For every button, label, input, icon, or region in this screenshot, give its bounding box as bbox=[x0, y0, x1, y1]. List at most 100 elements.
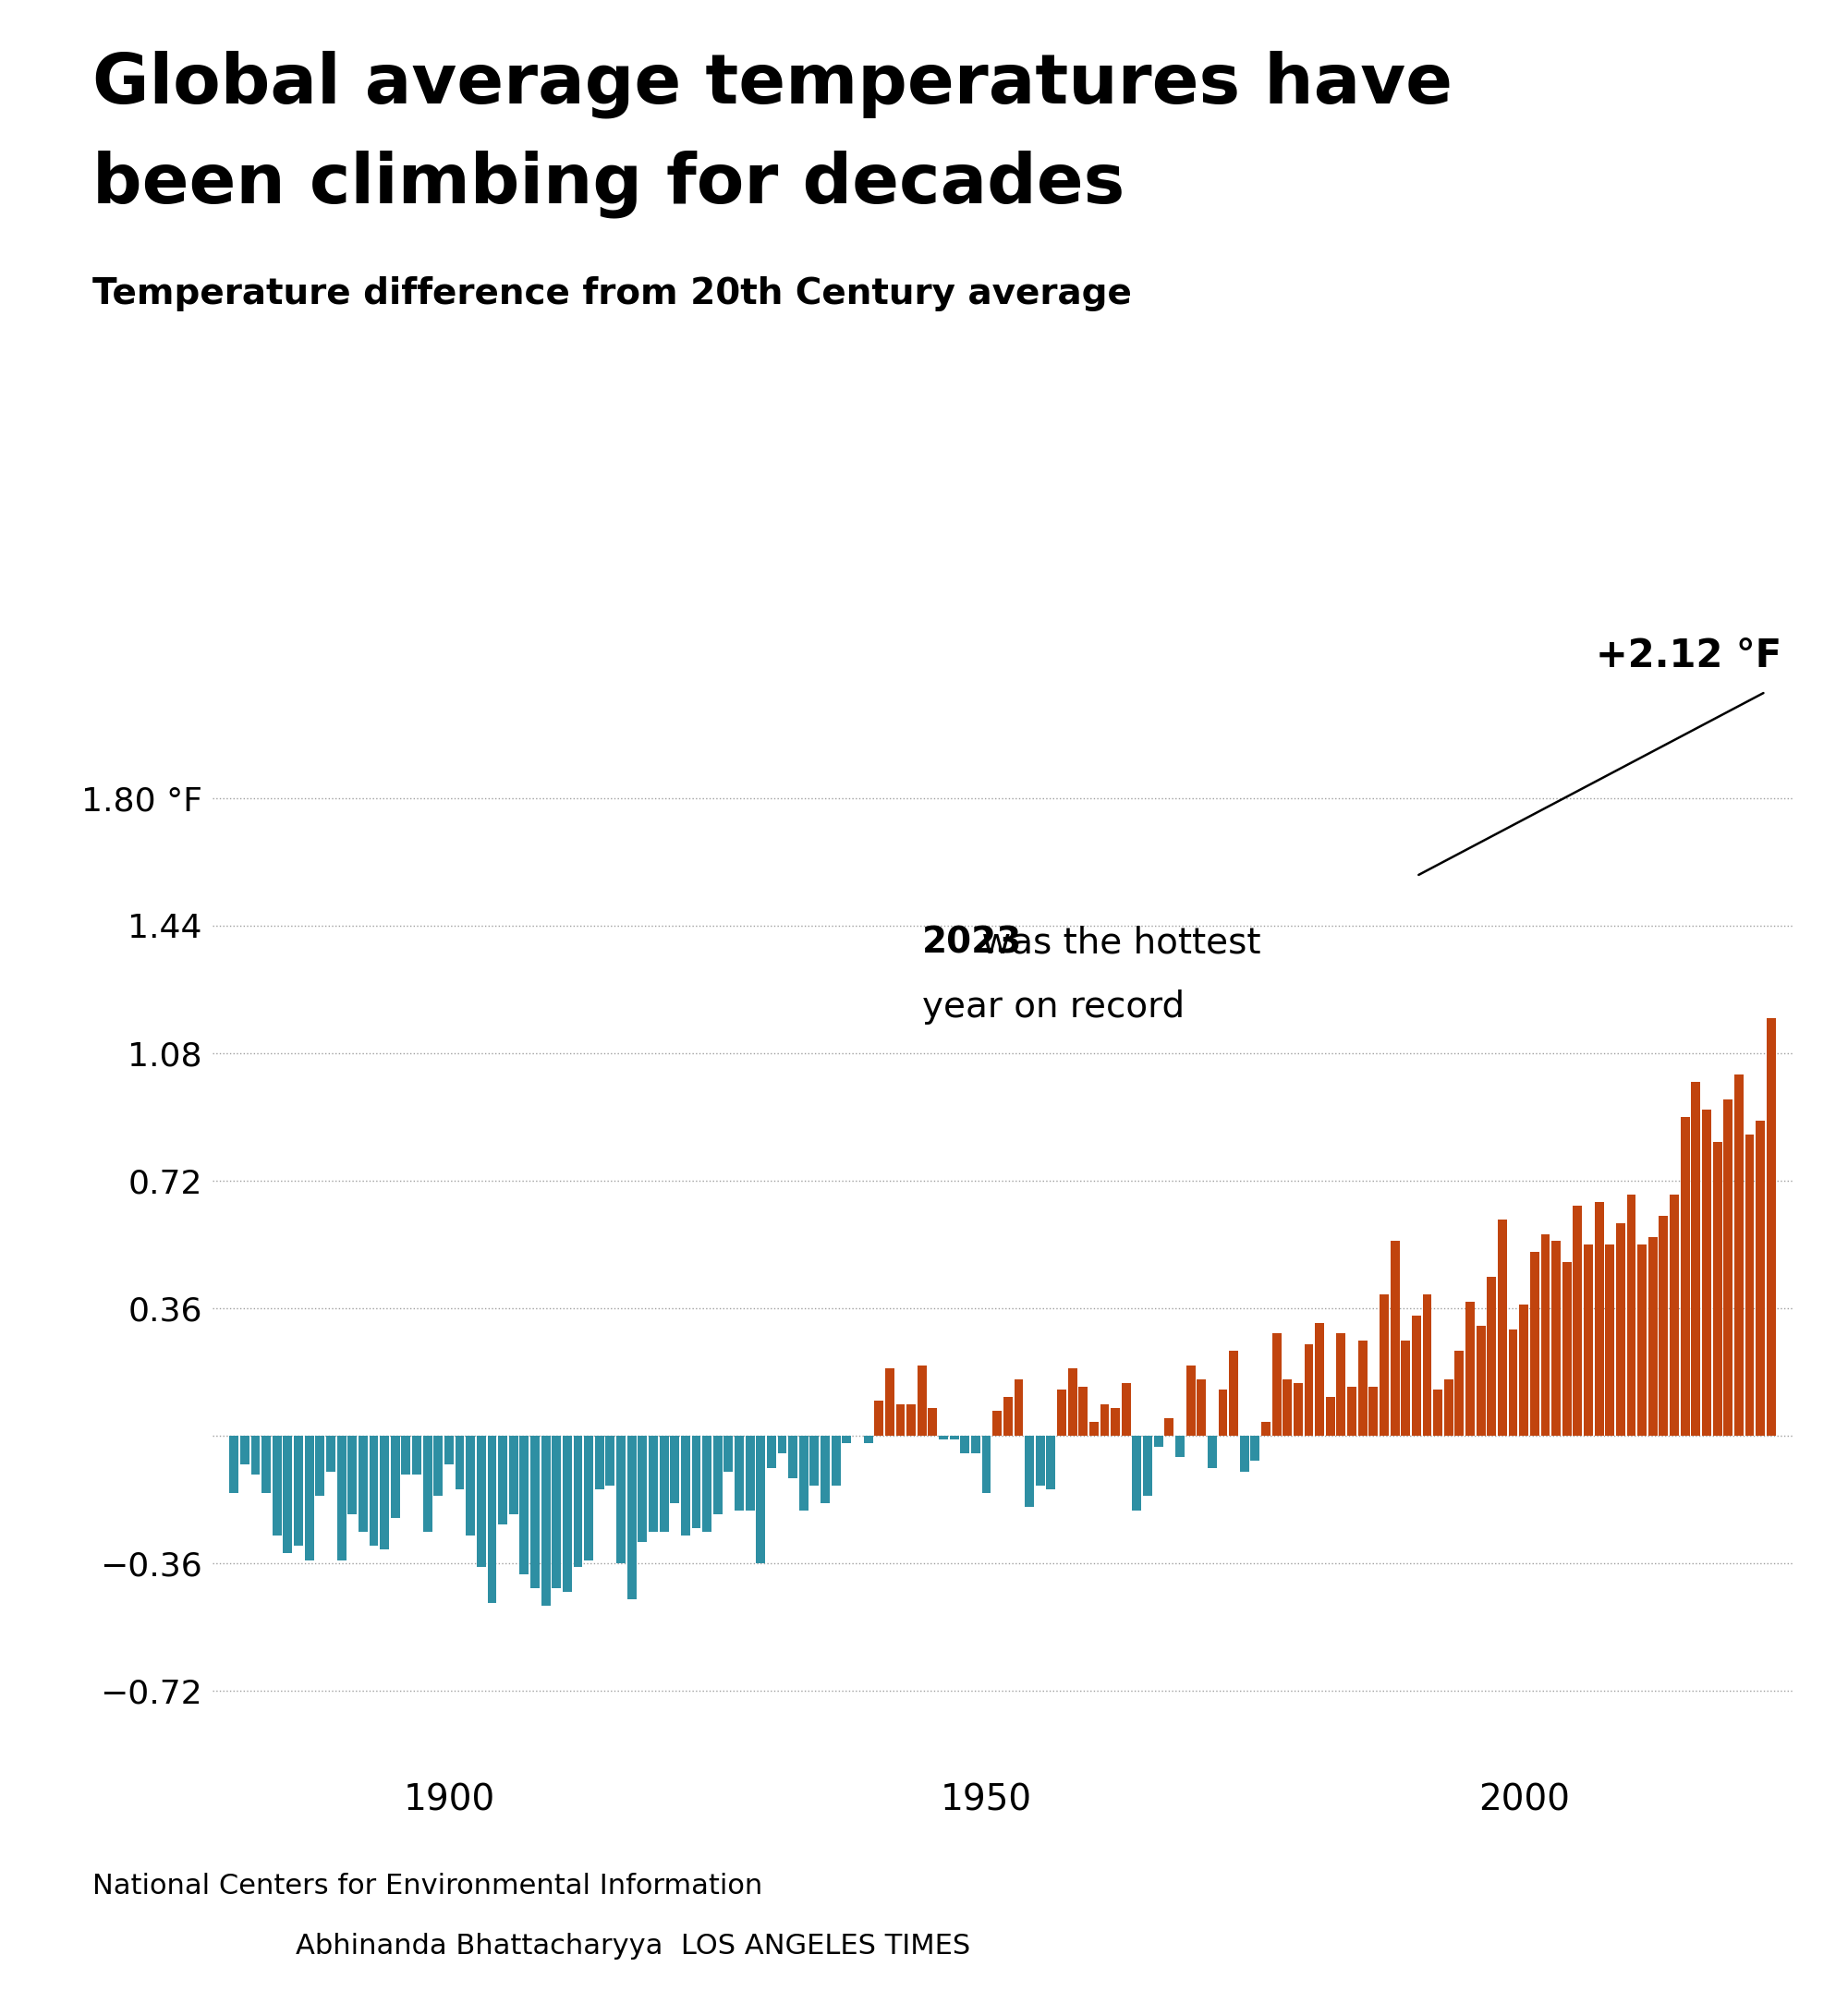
Bar bbox=[1003, 1396, 1013, 1436]
Bar bbox=[606, 1436, 615, 1486]
Bar bbox=[638, 1436, 647, 1542]
Bar bbox=[1294, 1382, 1303, 1436]
Bar bbox=[981, 1436, 991, 1492]
Bar bbox=[1026, 1436, 1035, 1506]
Bar bbox=[1369, 1386, 1379, 1436]
Bar bbox=[1122, 1382, 1131, 1436]
Bar bbox=[1153, 1436, 1162, 1446]
Bar bbox=[1530, 1252, 1539, 1436]
Bar bbox=[928, 1408, 937, 1436]
Bar bbox=[444, 1436, 453, 1464]
Bar bbox=[1283, 1380, 1292, 1436]
Bar bbox=[1133, 1436, 1142, 1510]
Bar bbox=[821, 1436, 830, 1504]
Text: Global average temperatures have: Global average temperatures have bbox=[92, 50, 1453, 118]
Bar bbox=[229, 1436, 238, 1492]
Bar bbox=[327, 1436, 334, 1472]
Bar bbox=[1035, 1436, 1044, 1486]
Bar bbox=[1251, 1436, 1260, 1460]
Bar bbox=[294, 1436, 303, 1546]
Text: year on record: year on record bbox=[922, 989, 1185, 1026]
Bar bbox=[713, 1436, 723, 1514]
Bar bbox=[1680, 1118, 1689, 1436]
Bar bbox=[381, 1436, 390, 1550]
Bar bbox=[1358, 1340, 1368, 1436]
Bar bbox=[573, 1436, 582, 1566]
Bar bbox=[1434, 1390, 1443, 1436]
Bar bbox=[1207, 1436, 1216, 1468]
Bar bbox=[992, 1412, 1002, 1436]
Bar bbox=[1164, 1418, 1173, 1436]
Bar bbox=[1626, 1196, 1635, 1436]
Bar bbox=[1702, 1110, 1711, 1436]
Bar bbox=[370, 1436, 379, 1546]
Bar bbox=[1713, 1142, 1722, 1436]
Bar bbox=[809, 1436, 819, 1486]
Bar bbox=[499, 1436, 508, 1524]
Bar bbox=[1316, 1322, 1325, 1436]
Bar bbox=[1229, 1350, 1238, 1436]
Bar bbox=[1068, 1368, 1077, 1436]
Bar bbox=[519, 1436, 529, 1574]
Bar bbox=[863, 1436, 872, 1442]
Bar bbox=[305, 1436, 314, 1560]
Bar bbox=[745, 1436, 754, 1510]
Bar bbox=[950, 1436, 959, 1440]
Bar bbox=[1595, 1202, 1604, 1436]
Bar bbox=[1186, 1366, 1196, 1436]
Bar bbox=[434, 1436, 444, 1496]
Bar bbox=[1477, 1326, 1486, 1436]
Bar bbox=[1454, 1350, 1464, 1436]
Bar bbox=[1562, 1262, 1571, 1436]
Bar bbox=[896, 1404, 906, 1436]
Bar bbox=[1262, 1422, 1270, 1436]
Bar bbox=[1733, 1074, 1743, 1436]
Bar bbox=[1660, 1216, 1669, 1436]
Bar bbox=[1724, 1100, 1733, 1436]
Bar bbox=[1756, 1120, 1765, 1436]
Bar bbox=[316, 1436, 325, 1496]
Bar bbox=[736, 1436, 743, 1510]
Bar bbox=[1240, 1436, 1249, 1472]
Text: 2023: 2023 bbox=[922, 925, 1022, 961]
Bar bbox=[595, 1436, 604, 1488]
Text: National Centers for Environmental Information: National Centers for Environmental Infor… bbox=[92, 1873, 763, 1899]
Bar bbox=[1325, 1396, 1334, 1436]
Bar bbox=[1497, 1220, 1506, 1436]
Bar bbox=[789, 1436, 798, 1478]
Text: Temperature difference from 20th Century average: Temperature difference from 20th Century… bbox=[92, 276, 1131, 312]
Bar bbox=[691, 1436, 700, 1528]
Bar bbox=[617, 1436, 625, 1564]
Bar bbox=[724, 1436, 734, 1472]
Bar bbox=[885, 1368, 894, 1436]
Bar bbox=[680, 1436, 689, 1534]
Bar bbox=[1615, 1224, 1624, 1436]
Bar bbox=[1541, 1234, 1550, 1436]
Bar bbox=[756, 1436, 765, 1564]
Bar bbox=[390, 1436, 399, 1518]
Bar bbox=[1648, 1238, 1658, 1436]
Bar bbox=[1336, 1334, 1345, 1436]
Bar bbox=[1508, 1330, 1517, 1436]
Bar bbox=[412, 1436, 421, 1474]
Bar bbox=[1584, 1244, 1593, 1436]
Bar bbox=[1519, 1304, 1528, 1436]
Bar bbox=[671, 1436, 680, 1504]
Text: +2.12 °F: +2.12 °F bbox=[1597, 637, 1781, 675]
Bar bbox=[778, 1436, 787, 1454]
Bar bbox=[1745, 1136, 1754, 1436]
Bar bbox=[1057, 1390, 1066, 1436]
Bar bbox=[423, 1436, 432, 1532]
Bar bbox=[1175, 1436, 1185, 1458]
Bar bbox=[939, 1436, 948, 1440]
Bar bbox=[283, 1436, 292, 1552]
Bar bbox=[1671, 1196, 1678, 1436]
Text: Abhinanda Bhattacharyya  LOS ANGELES TIMES: Abhinanda Bhattacharyya LOS ANGELES TIME… bbox=[296, 1933, 970, 1959]
Text: was the hottest: was the hottest bbox=[970, 925, 1260, 961]
Bar bbox=[907, 1404, 917, 1436]
Bar bbox=[1271, 1334, 1281, 1436]
Bar bbox=[1046, 1436, 1055, 1488]
Bar bbox=[1606, 1244, 1615, 1436]
Bar bbox=[1488, 1276, 1497, 1436]
Bar bbox=[240, 1436, 249, 1464]
